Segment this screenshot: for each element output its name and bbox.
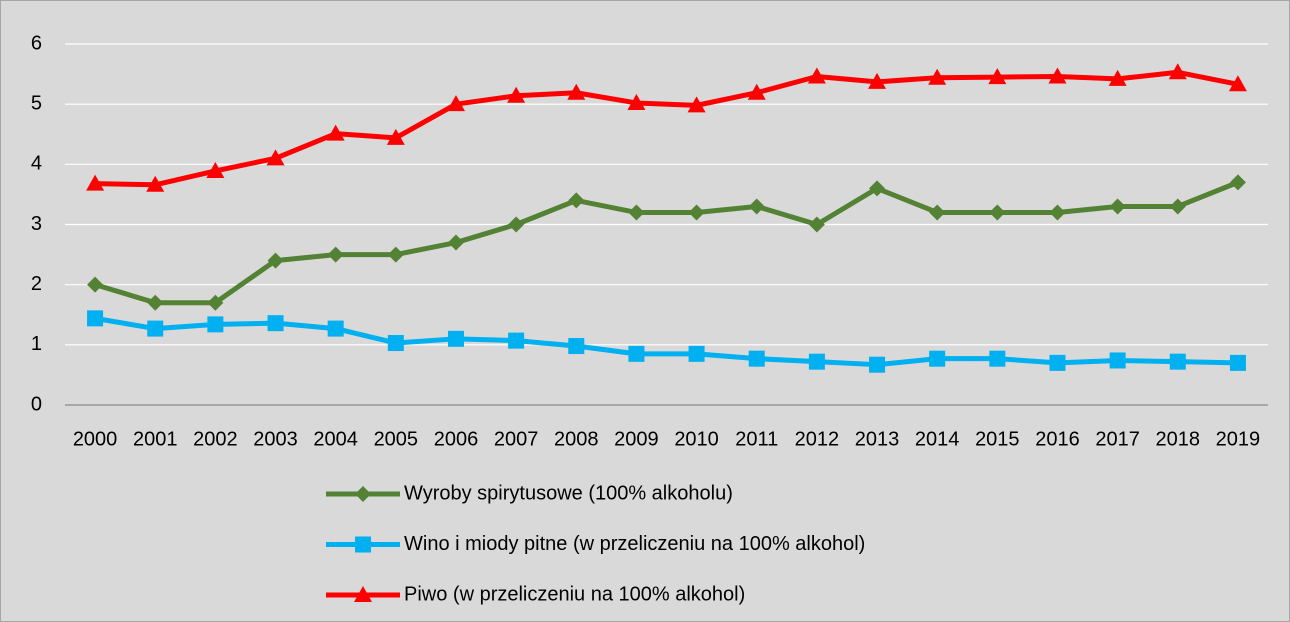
marker	[327, 246, 344, 263]
x-tick-label: 2014	[915, 428, 960, 450]
marker	[355, 536, 371, 553]
series-line	[94, 180, 1239, 306]
x-tick-label: 2013	[855, 428, 900, 450]
marker	[1229, 174, 1246, 191]
x-tick-label: 2007	[494, 428, 539, 450]
marker	[989, 204, 1006, 221]
marker	[568, 338, 585, 355]
x-tick-label: 2012	[795, 428, 840, 450]
x-tick-label: 2000	[73, 428, 118, 450]
marker	[928, 68, 947, 85]
marker	[1229, 354, 1246, 371]
marker	[267, 315, 284, 332]
marker	[1169, 353, 1186, 370]
marker	[929, 204, 946, 221]
x-tick-label: 2011	[735, 428, 778, 450]
marker	[1228, 75, 1247, 92]
series-line	[95, 69, 1239, 188]
legend-label: Wino i miody pitne (w przeliczeniu na 10…	[404, 533, 865, 555]
y-tick-label: 1	[31, 333, 42, 355]
marker	[568, 192, 585, 209]
legend-label: Wyroby spirytusowe (100% alkoholu)	[404, 482, 733, 504]
marker	[355, 486, 371, 502]
marker	[808, 216, 825, 233]
marker	[807, 67, 826, 84]
marker	[688, 204, 705, 221]
x-tick-label: 2019	[1216, 428, 1261, 450]
x-tick-label: 2002	[193, 428, 238, 450]
marker	[988, 68, 1007, 85]
marker	[627, 93, 646, 110]
marker	[267, 252, 284, 269]
marker	[929, 350, 946, 367]
y-tick-label: 2	[31, 273, 42, 295]
x-tick-label: 2006	[434, 428, 479, 450]
x-tick-label: 2015	[975, 428, 1020, 450]
marker	[354, 586, 372, 602]
x-tick-label: 2010	[674, 428, 719, 450]
marker	[748, 198, 765, 215]
marker	[206, 161, 225, 178]
marker	[1109, 352, 1126, 369]
marker	[386, 128, 405, 145]
y-tick-label: 0	[31, 393, 42, 415]
marker	[688, 345, 705, 362]
marker	[989, 350, 1006, 367]
marker	[1108, 69, 1127, 86]
x-tick-label: 2001	[133, 428, 178, 450]
marker	[447, 234, 464, 251]
marker	[1049, 354, 1066, 371]
marker	[207, 316, 224, 333]
marker	[146, 175, 165, 192]
marker	[387, 246, 404, 263]
marker	[567, 83, 586, 100]
marker	[1048, 67, 1067, 84]
marker	[1168, 63, 1187, 80]
marker	[447, 330, 464, 347]
marker	[1049, 204, 1066, 221]
marker	[628, 345, 645, 362]
marker	[387, 335, 404, 352]
x-tick-label: 2009	[614, 428, 659, 450]
marker	[687, 96, 706, 113]
x-tick-label: 2003	[253, 428, 298, 450]
y-tick-label: 5	[31, 92, 42, 114]
y-tick-label: 6	[31, 32, 42, 54]
marker	[628, 204, 645, 221]
marker	[266, 149, 285, 166]
marker	[869, 180, 886, 197]
marker	[748, 350, 765, 367]
x-tick-label: 2017	[1095, 428, 1140, 450]
marker	[86, 174, 105, 191]
y-tick-label: 3	[31, 213, 42, 235]
y-tick-label: 4	[31, 153, 42, 175]
x-tick-label: 2004	[313, 428, 358, 450]
marker	[869, 356, 886, 373]
marker	[868, 72, 887, 89]
x-tick-label: 2005	[374, 428, 419, 450]
legend-label: Piwo (w przeliczeniu na 100% alkohol)	[404, 583, 745, 605]
marker	[87, 276, 104, 293]
marker	[327, 320, 344, 337]
marker	[147, 294, 164, 311]
marker	[147, 320, 164, 337]
x-tick-label: 2008	[554, 428, 599, 450]
marker	[446, 95, 465, 112]
marker	[808, 353, 825, 370]
marker	[508, 332, 525, 349]
x-tick-label: 2018	[1156, 428, 1201, 450]
marker	[326, 124, 345, 141]
marker	[87, 310, 104, 327]
marker	[1109, 198, 1126, 215]
marker	[747, 83, 766, 100]
series-line	[94, 315, 1238, 368]
marker	[207, 294, 224, 311]
marker	[507, 86, 526, 103]
marker	[508, 216, 525, 233]
x-tick-label: 2016	[1035, 428, 1080, 450]
marker	[1169, 198, 1186, 215]
